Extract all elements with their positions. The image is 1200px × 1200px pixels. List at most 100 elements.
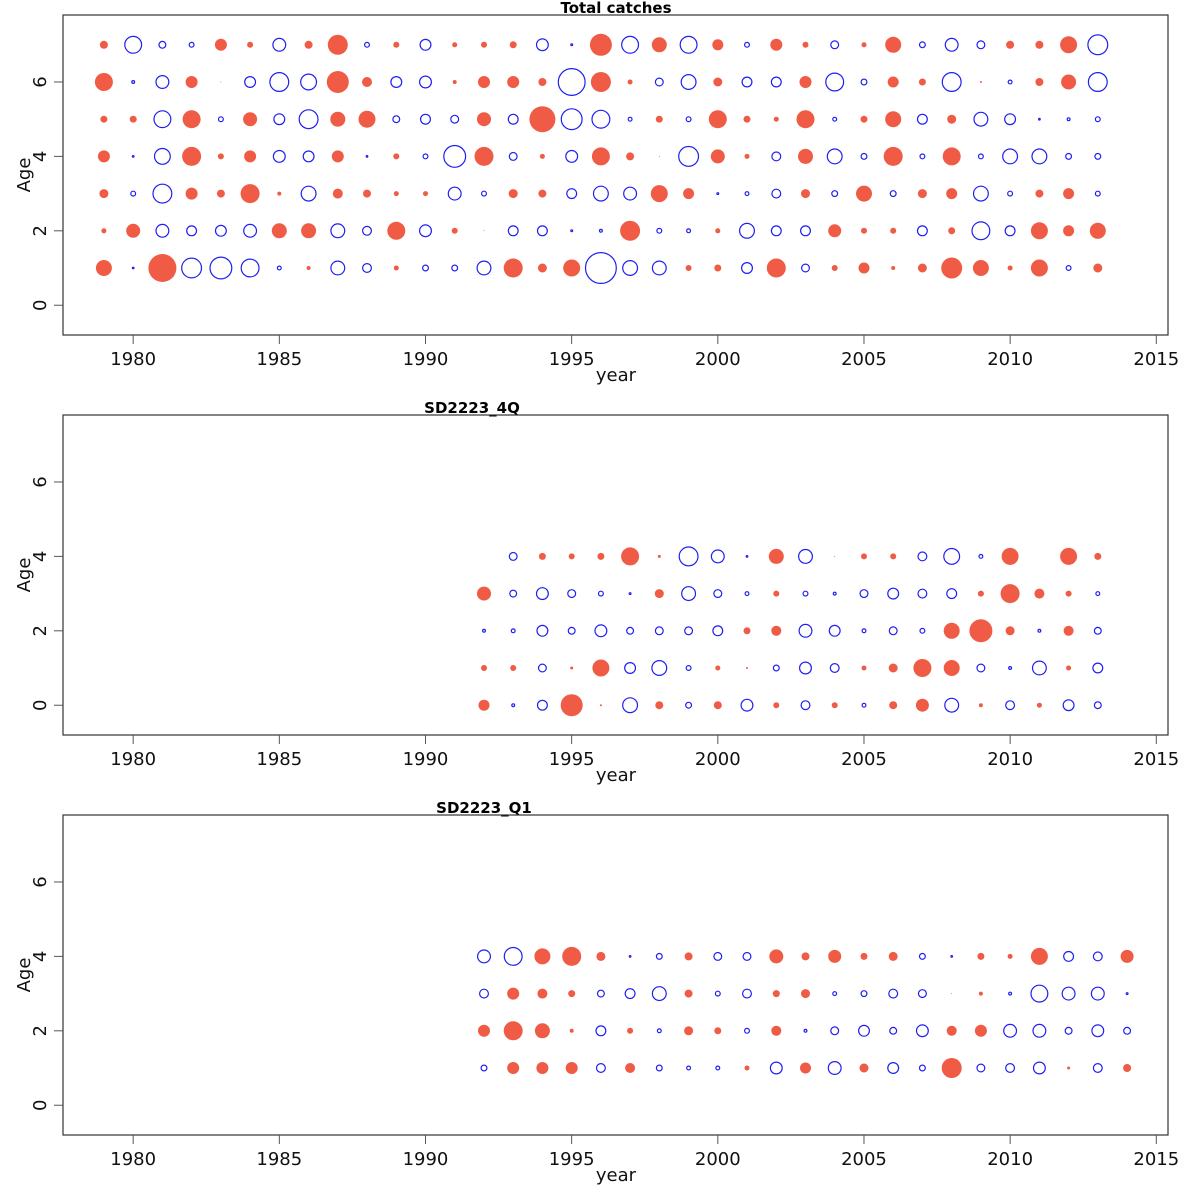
bubble-positive bbox=[1035, 40, 1044, 49]
bubble-negative bbox=[330, 223, 346, 239]
bubble-negative bbox=[567, 626, 576, 635]
bubble-negative bbox=[977, 153, 984, 160]
bubble-negative bbox=[1093, 701, 1102, 710]
bubble-positive bbox=[1123, 1064, 1132, 1072]
bubble-positive bbox=[569, 1028, 574, 1033]
bubble-positive bbox=[97, 150, 110, 163]
bubble-negative bbox=[1007, 79, 1013, 85]
bubble-positive bbox=[798, 148, 813, 164]
bubble-positive bbox=[1094, 552, 1102, 560]
bubble-negative bbox=[917, 588, 928, 599]
panel-title: Total catches bbox=[560, 0, 671, 17]
bubble-positive bbox=[538, 78, 547, 86]
bubble-negative bbox=[972, 185, 989, 202]
bubble-positive bbox=[712, 39, 724, 51]
bubble-positive bbox=[621, 547, 640, 566]
bubble-positive bbox=[474, 146, 494, 166]
bubble-negative bbox=[508, 551, 518, 561]
bubble-negative bbox=[595, 1062, 606, 1073]
bubble-positive bbox=[240, 184, 260, 204]
bubble-positive bbox=[626, 152, 635, 161]
bubble-negative bbox=[916, 225, 928, 237]
bubble-positive bbox=[94, 73, 113, 91]
x-tick-label: 2015 bbox=[1133, 749, 1179, 770]
plot-frame bbox=[62, 14, 1169, 336]
bubble-positive bbox=[563, 259, 581, 277]
bubble-negative bbox=[861, 628, 867, 634]
bubble-negative bbox=[973, 111, 989, 127]
bubble-negative bbox=[594, 624, 608, 638]
bubble-positive bbox=[477, 112, 491, 127]
bubble-positive bbox=[834, 555, 836, 557]
bubble-negative bbox=[1066, 117, 1071, 122]
bubble-positive bbox=[1007, 953, 1013, 959]
bubble-negative bbox=[443, 144, 467, 168]
bubble-negative bbox=[857, 1024, 870, 1037]
bubble-negative bbox=[1091, 1024, 1105, 1038]
bubble-positive bbox=[708, 110, 727, 129]
panel-sd2223-q1: SD2223_Q1 year Age 1980 1985 1990 1995 2000 2… bbox=[14, 799, 1179, 1186]
bubble-negative bbox=[1062, 699, 1075, 712]
bubble-negative bbox=[798, 661, 812, 675]
bubble-negative bbox=[860, 78, 868, 86]
x-tick-label: 2015 bbox=[1133, 349, 1179, 370]
bubble-positive bbox=[1000, 584, 1020, 604]
bubble-negative bbox=[155, 74, 170, 89]
bubble-negative bbox=[272, 149, 286, 163]
bubble-negative bbox=[481, 190, 488, 197]
bubble-negative bbox=[654, 626, 664, 636]
bubble-negative bbox=[365, 154, 369, 158]
bubble-negative bbox=[626, 626, 635, 635]
bubble-negative bbox=[422, 264, 430, 272]
bubble-positive bbox=[1036, 702, 1042, 708]
bubble-negative bbox=[1004, 113, 1017, 126]
bubble-positive bbox=[1063, 188, 1075, 200]
bubble-negative bbox=[209, 256, 233, 280]
bubble-positive bbox=[627, 79, 633, 85]
bubble-negative bbox=[859, 589, 869, 599]
bubble-positive bbox=[590, 72, 611, 92]
bubble-negative bbox=[623, 186, 638, 201]
x-tick-label: 2005 bbox=[841, 349, 887, 370]
bubble-positive bbox=[534, 948, 551, 965]
bubble-negative bbox=[802, 590, 809, 597]
bubble-positive bbox=[387, 221, 406, 240]
bubble-negative bbox=[656, 1028, 662, 1034]
bubble-positive bbox=[650, 185, 668, 203]
bubble-negative bbox=[651, 659, 668, 676]
bubble-negative bbox=[1032, 1023, 1047, 1038]
bubble-positive bbox=[129, 115, 137, 123]
bubble-positive bbox=[885, 36, 902, 53]
bubble-negative bbox=[422, 153, 429, 160]
bubble-negative bbox=[1037, 117, 1041, 121]
bubble-positive bbox=[95, 260, 112, 276]
bubble-positive bbox=[244, 150, 257, 163]
bubble-negative bbox=[1005, 1062, 1016, 1073]
x-tick-label: 1985 bbox=[256, 349, 302, 370]
plot-frame bbox=[62, 414, 1169, 736]
bubble-positive bbox=[243, 112, 258, 127]
bubble-negative bbox=[651, 260, 667, 276]
bubble-positive bbox=[744, 1065, 750, 1071]
x-tick-label: 1990 bbox=[403, 1149, 449, 1170]
bubble-positive bbox=[946, 188, 958, 200]
bubble-positive bbox=[831, 265, 838, 271]
x-axis-label: year bbox=[596, 365, 637, 386]
bubble-negative bbox=[364, 41, 371, 48]
bubble-negative bbox=[714, 990, 721, 997]
x-tick-label: 1980 bbox=[110, 1149, 156, 1170]
bubble-negative bbox=[153, 147, 171, 165]
bubble-negative bbox=[799, 225, 811, 237]
bubble-negative bbox=[536, 225, 548, 237]
bubble-negative bbox=[686, 1065, 692, 1071]
bubble-negative bbox=[597, 590, 604, 597]
bubble-negative bbox=[1031, 148, 1048, 165]
x-tick-label: 2005 bbox=[841, 749, 887, 770]
x-axis-label: year bbox=[596, 765, 637, 786]
bubble-negative bbox=[276, 265, 282, 271]
bubble-positive bbox=[1035, 78, 1044, 86]
bubble-positive bbox=[941, 257, 963, 279]
bubble-positive bbox=[917, 263, 927, 273]
bubble-negative bbox=[944, 697, 960, 713]
x-tick-label: 2010 bbox=[987, 349, 1033, 370]
